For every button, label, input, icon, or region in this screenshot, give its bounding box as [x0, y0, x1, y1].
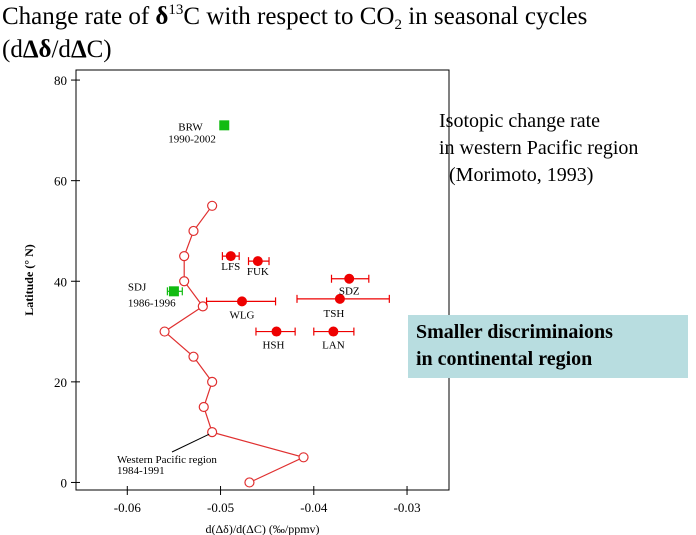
western-pacific-point — [179, 251, 190, 262]
western-pacific-point — [207, 427, 218, 438]
western-pacific-label: Western Pacific region — [117, 454, 217, 466]
annotation-line-1: Isotopic change rate — [439, 110, 601, 132]
title-line-1: Change rate of δ13C with respect to CO2 … — [2, 2, 588, 33]
western-pacific-years: 1984-1991 — [117, 465, 165, 477]
y-tick-label: 40 — [54, 274, 67, 289]
chart-axes: 0 20 40 60 80 -0.06 -0.05 -0.04 -0.03 d(Δδ)/d(ΔC)… — [22, 69, 450, 535]
western-pacific-point — [188, 351, 199, 362]
x-tick-label: -0.03 — [393, 500, 420, 515]
x-axis-label: d(Δδ)/d(ΔC) (‰/ppmv) — [205, 522, 319, 535]
y-tick-label: 80 — [54, 73, 67, 88]
annotation-line-2: in western Pacific region — [439, 137, 639, 159]
x-tick-label: -0.06 — [114, 500, 142, 515]
western-pacific-point — [159, 326, 170, 337]
station-label: SDZ — [339, 286, 360, 298]
isotopic-annotation: Isotopic change rate in western Pacific r… — [439, 108, 638, 189]
western-pacific-point — [298, 452, 309, 463]
station-label: FUK — [247, 266, 269, 278]
western-pacific-point — [244, 477, 255, 488]
station-point — [328, 326, 339, 337]
station-label: BRW — [178, 121, 203, 133]
station-point — [252, 256, 263, 267]
callout-line-2: in continental region — [416, 348, 593, 370]
station-point — [225, 251, 236, 262]
station-years: 1986-1996 — [128, 297, 176, 309]
western-pacific-leader — [171, 433, 210, 453]
plot-frame — [75, 69, 450, 491]
western-pacific-point — [197, 301, 208, 312]
title-line-2: (dΔδ/dΔC) — [2, 36, 112, 63]
y-tick-label: 60 — [54, 174, 67, 189]
station-point — [236, 296, 247, 307]
slide-title: Change rate of δ13C with respect to CO2 … — [2, 0, 587, 66]
green-station-points — [166, 120, 230, 297]
callout-box: Smaller discriminaions in continental re… — [408, 315, 688, 378]
green-station-point — [219, 120, 230, 131]
station-point — [271, 326, 282, 337]
station-point — [334, 293, 345, 304]
station-label: SDJ — [128, 281, 147, 293]
western-pacific-point — [207, 376, 218, 387]
callout-line-1: Smaller discriminaions — [416, 321, 613, 343]
station-label: TSH — [324, 308, 345, 320]
x-tick-label: -0.05 — [207, 500, 234, 515]
western-pacific-point — [198, 401, 209, 413]
green-station-point — [168, 286, 179, 297]
y-axis-label: Latitude (° N) — [22, 244, 36, 315]
western-pacific-point — [179, 276, 190, 287]
station-years: 1990-2002 — [168, 133, 216, 145]
station-label: LAN — [322, 340, 345, 352]
y-tick-label: 20 — [54, 375, 67, 390]
station-label: HSH — [262, 340, 284, 352]
annotation-line-3: (Morimoto, 1993) — [439, 164, 594, 186]
x-tick-label: -0.04 — [300, 500, 328, 515]
station-points — [205, 251, 390, 337]
station-point — [344, 273, 355, 284]
y-tick-label: 0 — [61, 475, 68, 490]
western-pacific-point — [188, 225, 199, 237]
western-pacific-point — [207, 200, 218, 211]
station-label: LFS — [221, 261, 240, 273]
station-label: WLG — [229, 309, 254, 321]
